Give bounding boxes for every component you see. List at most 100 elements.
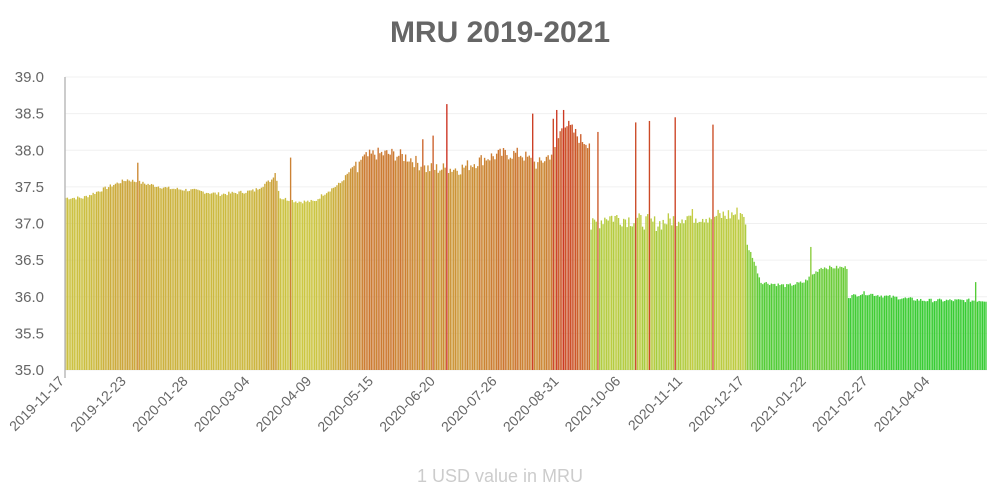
bar [605,219,608,370]
bar [732,215,735,370]
bar [885,295,888,370]
bar [90,195,93,370]
y-tick-label: 35.0 [15,362,44,379]
bar [174,189,177,370]
bar [221,194,223,370]
bar [80,198,82,370]
bar [471,167,474,370]
bar [416,162,419,370]
bar [681,219,683,370]
bar [214,192,216,370]
bar [791,285,793,370]
bar [849,298,852,370]
bar [624,219,627,370]
bar [116,182,118,370]
bar [870,293,872,370]
bar [322,195,324,370]
bar [617,218,620,370]
bar [265,181,268,370]
bar [300,201,302,370]
y-tick-label: 35.5 [15,325,44,342]
bar [193,188,196,370]
bar [305,201,307,370]
bar [204,193,206,370]
bar [925,301,927,370]
bar [571,124,573,370]
bar [878,296,881,370]
bar [808,276,810,370]
bar [236,194,239,370]
bar [629,226,632,370]
bar [796,282,798,370]
bar [142,181,144,370]
bar [890,297,893,370]
bar [506,155,508,370]
bar [918,300,920,370]
bar [858,296,860,370]
bar [164,186,166,370]
bar [312,200,314,370]
bar [882,297,884,370]
bar [600,220,603,370]
bar [434,169,436,370]
bar [470,165,472,370]
bar [834,268,836,370]
bar [871,293,874,370]
bar [147,183,149,370]
bar [854,294,857,370]
bar [368,149,371,370]
bar [222,193,225,370]
bar [547,155,549,370]
bar [920,298,922,370]
bar [889,295,891,370]
bar [616,215,618,370]
bar [841,266,843,370]
bar [317,199,319,370]
bar [530,157,532,370]
bar [406,161,409,370]
bar [942,301,944,370]
bar [949,299,951,370]
bar [851,295,853,370]
bar [123,180,125,370]
bar [540,160,542,370]
bar [665,224,668,370]
bar [291,199,294,370]
bar [525,151,527,370]
bar [640,215,642,370]
bar [355,161,357,370]
bar [880,295,882,370]
bar [623,218,625,370]
bar [439,170,441,370]
bar [92,192,94,370]
bar [389,154,391,370]
bar [68,199,70,370]
bar [746,244,748,370]
bar [559,131,561,370]
bar [748,250,750,370]
bar [283,199,285,370]
bar [391,148,393,370]
bar [557,138,560,370]
bar [377,147,379,370]
bar [156,186,158,370]
x-tick-label: 2020-01-28 [129,373,191,435]
bar [978,300,980,370]
bar [106,189,108,370]
bar [126,179,129,370]
bar [343,180,345,370]
bar [973,300,975,370]
bar [961,299,963,370]
bar [657,226,659,370]
y-tick-label: 38.0 [15,142,44,159]
bar [353,165,355,370]
bar [985,301,987,370]
bar [446,104,448,370]
bar [394,160,397,370]
x-tick-label: 2020-08-31 [500,373,562,435]
bar [765,282,767,370]
bar [313,201,316,370]
bar [803,282,805,370]
bar [908,297,910,370]
